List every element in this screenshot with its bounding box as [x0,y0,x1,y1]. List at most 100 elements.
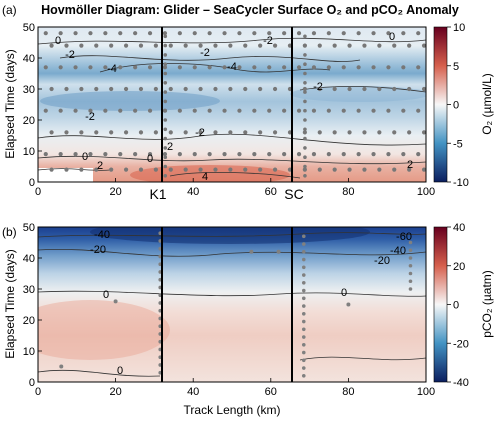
glider-sample-point [147,65,153,70]
colorbar-tick-label: 10 [453,22,465,34]
glider-sample-point [311,152,317,157]
glider-sample-point [392,167,397,172]
glider-sample-point [198,167,203,172]
contour-label: -4 [107,63,117,75]
mooring-sample-point [303,34,307,39]
glider-sample-point [88,65,93,70]
glider-sample-point [177,108,182,113]
glider-sample-point [356,65,361,70]
glider-sample-point [138,43,144,48]
x-tick-label: 60 [265,386,277,398]
x-tick-label: 100 [417,186,435,198]
glider-sample-point [58,108,63,113]
y-tick-label: 30 [23,284,35,296]
glider-sample-point [341,152,346,157]
glider-sample-point [301,312,306,316]
glider-sample-point [371,152,376,157]
glider-sample-point [326,31,331,36]
glider-sample-point [183,167,188,172]
glider-sample-point [326,152,331,157]
glider-sample-point [296,65,302,70]
mooring-sample-point [303,146,307,150]
panel-b-low-band [90,227,370,244]
glider-sample-point [138,130,144,135]
mooring-sample-point [163,81,168,85]
x-tick-label: 0 [35,186,41,198]
glider-sample-point [109,167,114,172]
panel-b: (b) -40 -60-40-20-200 00 Elapsed Time (day… [2,222,494,417]
panel-b-contour-0 [38,290,426,297]
glider-sample-point [301,358,306,363]
glider-sample-point [168,43,173,48]
glider-sample-point [317,86,322,92]
glider-sample-point [332,43,337,48]
glider-sample-point [301,257,306,262]
glider-sample-point [133,152,138,157]
glider-sample-point [416,152,421,157]
glider-sample-point [43,108,48,113]
panel-a-low-band-right [290,86,426,102]
mooring-sample-point [163,43,168,48]
panel-a-contour-2 [38,168,111,171]
glider-sample-point [103,65,108,70]
glider-sample-point [207,152,212,157]
y-tick-label: 40 [23,253,35,265]
x-tick-label: 80 [342,386,354,398]
y-tick-label: 50 [23,222,35,234]
mooring-sample-point [303,53,307,57]
glider-sample-point [421,167,426,172]
glider-sample-point [79,43,84,48]
glider-sample-point [267,152,272,157]
contour-label: 0 [147,153,153,165]
panel-a-colorbar [433,26,448,183]
panel-a-glider-track [43,31,426,178]
mooring-sample-point [303,90,307,94]
glider-sample-point [133,108,138,113]
glider-sample-point [79,130,84,135]
glider-sample-point [213,86,218,92]
glider-sample-point [332,167,337,172]
glider-sample-point [296,31,302,36]
mooring-sample-point [303,62,307,66]
glider-sample-point [301,234,306,239]
mooring-sample-point [303,71,307,76]
glider-sample-point [64,167,69,172]
glider-sample-point [341,65,346,70]
glider-sample-point [272,130,278,135]
glider-sample-point [177,31,182,36]
glider-sample-point [401,65,406,70]
glider-sample-point [228,167,233,172]
panel-b-contour-labels: -40 -60-40-20-200 00 [90,229,412,377]
mooring-sample-point [163,174,168,178]
glider-sample-point [392,86,397,92]
panel-a-contour-0-low [38,155,426,165]
contour-label: -2 [263,35,273,47]
glider-sample-point [341,31,346,36]
contour-label: -40 [94,229,110,241]
glider-sample-point [192,108,197,113]
glider-sample-point [347,167,352,172]
x-tick-label: 100 [417,386,435,398]
glider-sample-point [237,108,242,113]
glider-sample-point [296,152,302,157]
y-tick-label: 40 [23,53,35,65]
glider-sample-point [162,31,168,36]
glider-sample-point [228,43,233,48]
glider-sample-point [272,86,278,92]
colorbar-tick-label: 5 [453,61,459,73]
mooring-sample-point [303,81,307,85]
x-tick-label: 40 [187,386,199,398]
glider-sample-point [301,296,306,301]
glider-sample-point [237,152,242,157]
glider-sample-point [118,108,123,113]
glider-sample-point [416,108,421,113]
glider-sample-point [377,86,382,92]
glider-sample-point [94,167,99,172]
glider-sample-point [408,256,413,260]
mooring-sample-point [303,108,307,113]
panel-a-label: (a) [2,3,17,17]
glider-sample-point [237,65,242,70]
colorbar-tick-label: 40 [453,222,465,234]
glider-sample-point [317,43,322,48]
